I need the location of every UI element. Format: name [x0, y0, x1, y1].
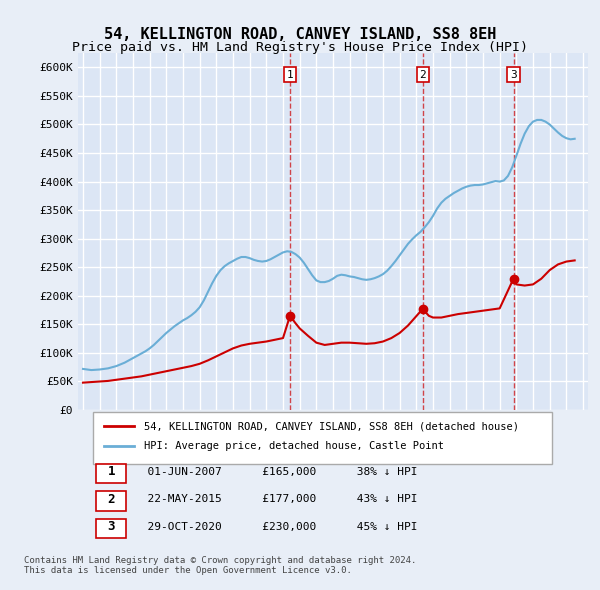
FancyBboxPatch shape	[96, 519, 127, 538]
Text: 3: 3	[107, 520, 115, 533]
Text: 2: 2	[419, 70, 426, 80]
Text: 3: 3	[510, 70, 517, 80]
FancyBboxPatch shape	[96, 491, 127, 510]
FancyBboxPatch shape	[96, 464, 127, 483]
Text: 1: 1	[287, 70, 293, 80]
Text: Price paid vs. HM Land Registry's House Price Index (HPI): Price paid vs. HM Land Registry's House …	[72, 41, 528, 54]
Text: Contains HM Land Registry data © Crown copyright and database right 2024.
This d: Contains HM Land Registry data © Crown c…	[24, 556, 416, 575]
Text: 29-OCT-2020      £230,000      45% ↓ HPI: 29-OCT-2020 £230,000 45% ↓ HPI	[134, 522, 418, 532]
Text: 54, KELLINGTON ROAD, CANVEY ISLAND, SS8 8EH (detached house): 54, KELLINGTON ROAD, CANVEY ISLAND, SS8 …	[145, 421, 519, 431]
Text: 01-JUN-2007      £165,000      38% ↓ HPI: 01-JUN-2007 £165,000 38% ↓ HPI	[134, 467, 418, 477]
Text: HPI: Average price, detached house, Castle Point: HPI: Average price, detached house, Cast…	[145, 441, 444, 451]
Text: 54, KELLINGTON ROAD, CANVEY ISLAND, SS8 8EH: 54, KELLINGTON ROAD, CANVEY ISLAND, SS8 …	[104, 27, 496, 41]
Text: 22-MAY-2015      £177,000      43% ↓ HPI: 22-MAY-2015 £177,000 43% ↓ HPI	[134, 494, 418, 504]
Text: 1: 1	[107, 465, 115, 478]
Text: 2: 2	[107, 493, 115, 506]
FancyBboxPatch shape	[94, 412, 552, 464]
